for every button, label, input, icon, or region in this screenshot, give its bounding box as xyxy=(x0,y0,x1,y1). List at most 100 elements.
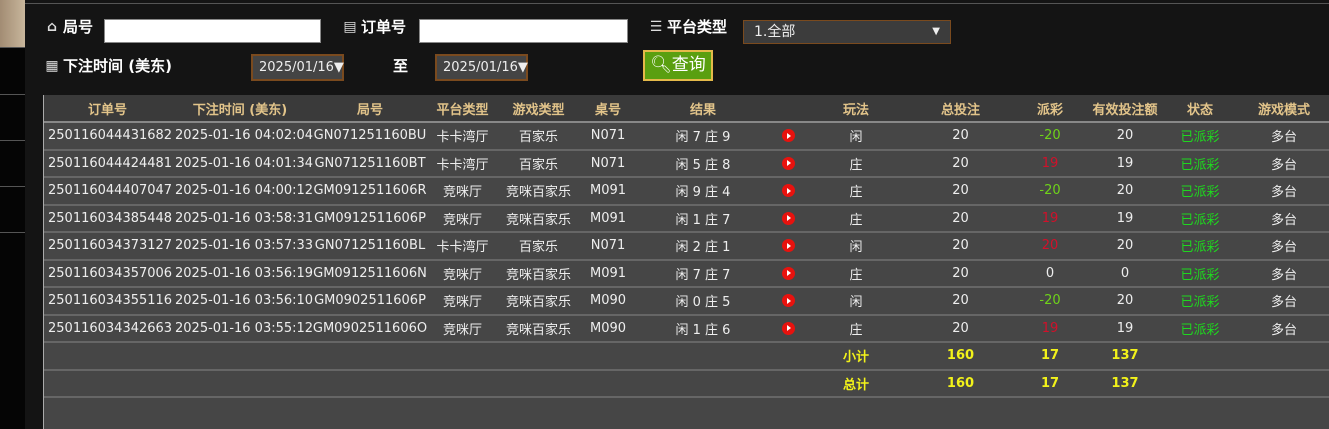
cell-video[interactable] xyxy=(773,232,803,261)
header-table-no: 桌号 xyxy=(583,95,633,123)
cell-table-no: M091 xyxy=(583,204,633,233)
header-status: 状态 xyxy=(1162,95,1238,123)
header-bet-time: 下注时间 (美东) xyxy=(171,95,309,123)
cell-bet-time: 2025-01-16 03:58:31 xyxy=(171,204,313,233)
cell-bet-time: 2025-01-16 04:01:34 xyxy=(171,149,313,178)
cell-video[interactable] xyxy=(773,122,803,151)
cell-total-bet: 20 xyxy=(909,287,1012,316)
cell-video[interactable] xyxy=(773,314,803,343)
cell-round-no: GN071251160BU xyxy=(309,122,431,151)
to-label: 至 xyxy=(393,57,409,75)
video-play-icon[interactable] xyxy=(781,239,795,253)
cell-platform: 竞咪厅 xyxy=(431,287,494,316)
divider xyxy=(25,3,1329,4)
date-to-picker[interactable]: 2025/01/16▼ xyxy=(435,54,528,81)
cell-bet-type: 闲 xyxy=(803,287,909,316)
cell-platform: 竞咪厅 xyxy=(431,204,494,233)
query-button[interactable]: 🔍︎查询 xyxy=(643,50,713,81)
header-result: 结果 xyxy=(633,95,773,123)
cell-status: 已派彩 xyxy=(1162,259,1238,288)
bet-records-table: 订单号 下注时间 (美东) 局号 平台类型 游戏类型 桌号 结果 玩法 总投注 派彩 有效投注额 状态… xyxy=(43,95,1329,429)
cell-video[interactable] xyxy=(773,259,803,288)
cell-order-no: 250116044424481 xyxy=(44,149,172,178)
cell-platform: 卡卡湾厅 xyxy=(431,122,494,151)
cell-video[interactable] xyxy=(773,177,803,206)
table-row: 250116034342663 2025-01-16 03:55:12 GM0902… xyxy=(44,314,1329,343)
video-play-icon[interactable] xyxy=(781,294,795,308)
cell-valid-bet: 20 xyxy=(1088,177,1162,206)
total-valid: 137 xyxy=(1088,369,1162,398)
time-label: ▦ 下注时间 (美东) xyxy=(44,55,172,76)
empty-cell xyxy=(773,342,803,371)
cell-result: 闲 1 庄 7 xyxy=(633,204,773,233)
order-input[interactable] xyxy=(419,19,628,43)
cell-table-no: M091 xyxy=(583,177,633,206)
cell-game-mode: 多台 xyxy=(1238,122,1329,151)
cell-result: 闲 9 庄 4 xyxy=(633,177,773,206)
cell-order-no: 250116034357006 xyxy=(44,259,172,288)
platform-select-value: 1.全部 xyxy=(754,24,796,40)
total-label: 总计 xyxy=(803,369,909,398)
header-platform: 平台类型 xyxy=(431,95,494,123)
search-icon: 🔍︎ xyxy=(650,55,672,75)
round-label: ⌂ 局号 xyxy=(44,16,93,37)
video-play-icon[interactable] xyxy=(781,129,795,143)
video-play-icon[interactable] xyxy=(781,321,795,335)
platform-select[interactable]: 1.全部 ▼ xyxy=(743,20,951,44)
cell-valid-bet: 20 xyxy=(1088,232,1162,261)
cell-total-bet: 20 xyxy=(909,232,1012,261)
sidebar-item[interactable] xyxy=(0,187,25,233)
empty-cell xyxy=(583,342,633,371)
cell-table-no: M091 xyxy=(583,259,633,288)
header-bet-type: 玩法 xyxy=(803,95,909,123)
subtotal-row: 小计 160 17 137 xyxy=(44,342,1329,371)
cell-valid-bet: 19 xyxy=(1088,204,1162,233)
calendar-icon: ▦ xyxy=(45,57,59,74)
sidebar-item[interactable] xyxy=(0,95,25,141)
cell-total-bet: 20 xyxy=(909,122,1012,151)
empty-cell xyxy=(431,342,494,371)
cell-round-no: GM0912511606N xyxy=(309,259,431,288)
cell-platform: 竞咪厅 xyxy=(431,259,494,288)
video-play-icon[interactable] xyxy=(781,266,795,280)
header-total-bet: 总投注 xyxy=(909,95,1012,123)
subtotal-bet: 160 xyxy=(909,342,1012,371)
cell-payout: 19 xyxy=(1012,149,1088,178)
cell-table-no: N071 xyxy=(583,149,633,178)
round-input[interactable] xyxy=(104,19,321,43)
header-round-no: 局号 xyxy=(309,95,431,123)
cell-game-type: 竞咪百家乐 xyxy=(494,314,583,343)
empty-cell xyxy=(1162,369,1238,398)
cell-game-mode: 多台 xyxy=(1238,314,1329,343)
cell-video[interactable] xyxy=(773,204,803,233)
sidebar-item-active[interactable] xyxy=(0,0,25,48)
date-from-picker[interactable]: 2025/01/16▼ xyxy=(251,54,344,81)
cell-total-bet: 20 xyxy=(909,259,1012,288)
header-payout: 派彩 xyxy=(1012,95,1088,123)
table-row: 250116044424481 2025-01-16 04:01:34 GN0712… xyxy=(44,149,1329,178)
cell-video[interactable] xyxy=(773,287,803,316)
cell-game-mode: 多台 xyxy=(1238,204,1329,233)
cell-round-no: GM0902511606O xyxy=(309,314,431,343)
cell-payout: -20 xyxy=(1012,287,1088,316)
cell-valid-bet: 19 xyxy=(1088,314,1162,343)
sidebar-item[interactable] xyxy=(0,48,25,95)
header-video xyxy=(773,95,803,123)
cell-status: 已派彩 xyxy=(1162,177,1238,206)
video-play-icon[interactable] xyxy=(781,184,795,198)
table-row: 250116034355116 2025-01-16 03:56:10 GM0902… xyxy=(44,287,1329,316)
sidebar-item[interactable] xyxy=(0,141,25,187)
cell-total-bet: 20 xyxy=(909,177,1012,206)
cell-table-no: M090 xyxy=(583,314,633,343)
sidebar xyxy=(0,0,25,429)
cell-order-no: 250116034373127 xyxy=(44,232,172,261)
chevron-down-icon: ▼ xyxy=(932,26,940,37)
cell-video[interactable] xyxy=(773,149,803,178)
empty-cell xyxy=(1238,369,1329,398)
video-play-icon[interactable] xyxy=(781,156,795,170)
empty-cell xyxy=(171,342,309,371)
cell-game-type: 竞咪百家乐 xyxy=(494,204,583,233)
video-play-icon[interactable] xyxy=(781,211,795,225)
cell-game-mode: 多台 xyxy=(1238,177,1329,206)
cell-bet-type: 闲 xyxy=(803,232,909,261)
